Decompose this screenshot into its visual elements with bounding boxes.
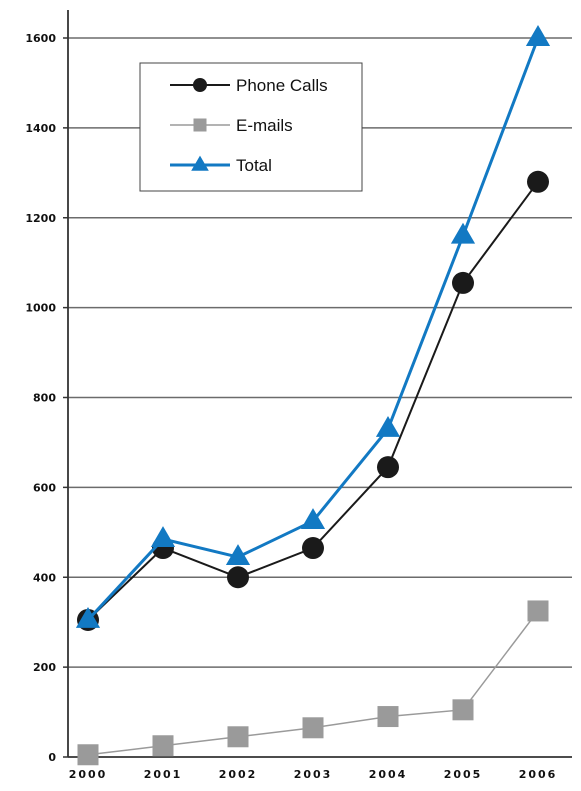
data-point	[300, 508, 326, 530]
y-tick-label: 800	[33, 392, 56, 405]
data-point	[152, 735, 174, 757]
legend-label: Total	[236, 156, 272, 175]
legend-label: Phone Calls	[236, 76, 328, 95]
y-tick-label: 200	[33, 661, 56, 674]
y-tick-label: 1000	[25, 302, 56, 315]
data-point	[525, 25, 551, 46]
data-point	[377, 706, 399, 728]
x-tick-label: 2006	[519, 768, 558, 781]
data-point	[302, 717, 324, 739]
legend: Phone Calls E-mails Total	[139, 62, 363, 192]
data-point	[77, 744, 99, 766]
y-axis-tick-labels: 0 200 400 600 800 1000 1200 1400 1600	[25, 32, 56, 764]
series-phone-calls	[77, 170, 549, 631]
x-axis-tick-labels: 2000 2001 2002 2003 2004 2005 2006	[69, 768, 558, 781]
data-point	[375, 415, 401, 437]
x-tick-label: 2001	[144, 768, 183, 781]
y-tick-label: 1400	[25, 122, 56, 135]
data-point	[150, 526, 176, 547]
legend-marker	[193, 78, 207, 92]
x-tick-label: 2004	[369, 768, 408, 781]
legend-label: E-mails	[236, 116, 293, 135]
y-tick-label: 1600	[25, 32, 56, 45]
data-point	[452, 699, 474, 721]
x-tick-label: 2003	[294, 768, 333, 781]
legend-marker	[193, 118, 207, 132]
data-point	[452, 271, 474, 294]
legend-marker	[191, 155, 209, 171]
data-point	[227, 726, 249, 748]
data-point	[302, 537, 324, 560]
data-point	[227, 566, 249, 589]
series-e-mails	[77, 600, 549, 766]
series-total	[75, 25, 551, 628]
y-tick-label: 400	[33, 571, 56, 584]
y-tick-label: 600	[33, 481, 56, 494]
series	[75, 25, 551, 766]
data-point	[377, 456, 399, 479]
data-point	[527, 600, 549, 622]
x-tick-label: 2005	[444, 768, 483, 781]
x-tick-label: 2000	[69, 768, 108, 781]
data-point	[527, 170, 549, 193]
x-tick-label: 2002	[219, 768, 258, 781]
data-point	[75, 606, 101, 628]
axes	[63, 10, 572, 758]
y-tick-label: 1200	[25, 212, 56, 225]
data-point	[450, 222, 476, 244]
y-tick-label: 0	[48, 751, 56, 764]
data-point	[225, 544, 251, 565]
